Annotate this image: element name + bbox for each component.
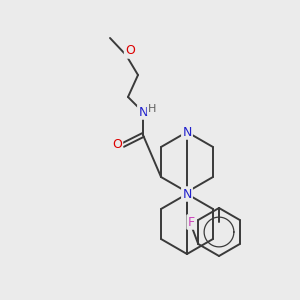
Text: F: F [188, 215, 195, 229]
Text: N: N [182, 125, 192, 139]
Text: N: N [182, 188, 192, 200]
Text: H: H [148, 104, 156, 114]
Text: O: O [125, 44, 135, 58]
Text: N: N [138, 106, 148, 118]
Text: O: O [112, 139, 122, 152]
